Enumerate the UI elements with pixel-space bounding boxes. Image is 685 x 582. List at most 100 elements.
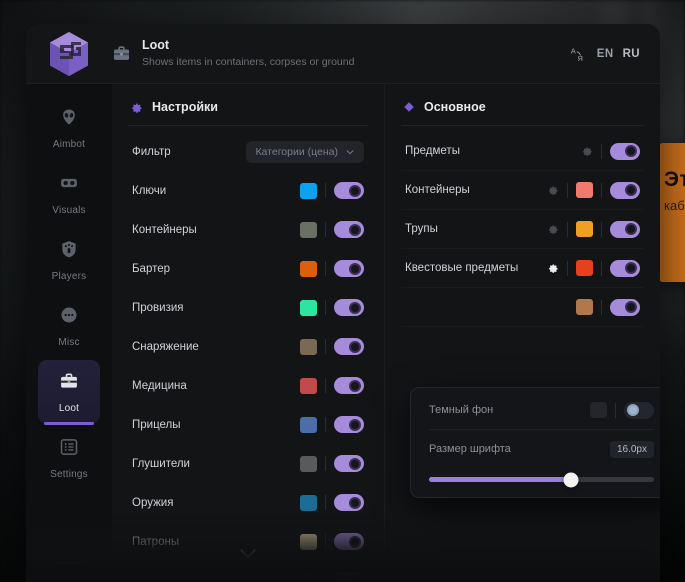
- category-label: Бартер: [132, 262, 171, 275]
- font-size-value[interactable]: 16.0px: [609, 440, 654, 458]
- category-color-swatch[interactable]: [300, 416, 317, 433]
- toggle-knob: [625, 223, 637, 235]
- row-separator: [325, 261, 326, 276]
- sidebar-item-label: Aimbot: [52, 138, 86, 150]
- main-option-color-swatch[interactable]: [576, 182, 593, 198]
- filter-dropdown[interactable]: Категории (цена): [246, 140, 364, 163]
- gear-icon[interactable]: [547, 223, 559, 235]
- sidebar-item-settings[interactable]: Settings: [38, 426, 100, 490]
- row-toggle[interactable]: [334, 455, 364, 472]
- sidebar-item-label: Loot: [58, 402, 80, 414]
- diamond-icon: [404, 102, 414, 112]
- appearance-popup: Темный фон Размер шрифта 16.0px: [410, 387, 660, 498]
- row-toggle[interactable]: [334, 572, 364, 582]
- lang-ru-button[interactable]: RU: [622, 47, 640, 60]
- promo-subtitle: каб: [664, 198, 685, 214]
- app-window: Loot Shows items in containers, corpses …: [26, 24, 660, 582]
- row-toggle[interactable]: [334, 338, 364, 355]
- sidebar-item-loot[interactable]: Loot: [38, 360, 100, 425]
- main-option-color-swatch[interactable]: [576, 221, 593, 237]
- category-row: Провизия: [128, 288, 368, 327]
- toggle-knob: [349, 379, 361, 392]
- row-toggle[interactable]: [610, 181, 640, 199]
- row-separator: [325, 378, 326, 393]
- row-toggle[interactable]: [334, 377, 364, 394]
- sidebar-item-aimbot[interactable]: Aimbot: [38, 96, 100, 160]
- main-option-color-swatch[interactable]: [576, 260, 593, 276]
- row-separator: [601, 182, 602, 198]
- row-toggle[interactable]: [610, 142, 640, 160]
- dark-background-color-swatch[interactable]: [590, 402, 607, 418]
- category-color-swatch[interactable]: [300, 221, 317, 238]
- category-label: Магазины: [132, 574, 185, 582]
- sidebar-item-label: Visuals: [52, 204, 86, 216]
- category-label: Медицина: [132, 379, 187, 392]
- row-toggle[interactable]: [334, 299, 364, 316]
- main-option-color-swatch[interactable]: [576, 299, 593, 315]
- row-toggle[interactable]: [334, 416, 364, 433]
- row-toggle[interactable]: [334, 260, 364, 277]
- sidebar-item-misc[interactable]: Misc: [38, 294, 100, 358]
- row-separator: [567, 260, 568, 276]
- page-title-block: Loot Shows items in containers, corpses …: [112, 38, 354, 69]
- category-list: Ключи Контейнеры Бартер Провизия Снаряжение М…: [128, 171, 368, 582]
- app-header: Loot Shows items in containers, corpses …: [26, 24, 660, 84]
- toggle-knob: [627, 404, 639, 416]
- row-toggle[interactable]: [610, 298, 640, 316]
- category-color-swatch[interactable]: [300, 299, 317, 316]
- settings-pane-header: Настройки: [128, 100, 368, 126]
- category-color-swatch[interactable]: [300, 572, 317, 582]
- toggle-knob: [349, 496, 361, 509]
- font-size-slider[interactable]: [429, 472, 654, 487]
- briefcase-icon: [59, 371, 79, 396]
- lang-en-button[interactable]: EN: [596, 47, 614, 60]
- main-option-row: Предметы: [401, 132, 644, 171]
- gear-icon[interactable]: [547, 262, 559, 274]
- gear-icon[interactable]: [547, 184, 559, 196]
- toggle-knob: [625, 184, 637, 196]
- main-pane-header: Основное: [401, 100, 644, 126]
- row-separator: [325, 222, 326, 237]
- sidebar-item-label: Misc: [58, 336, 80, 348]
- category-row: Глушители: [128, 444, 368, 483]
- row-toggle[interactable]: [610, 220, 640, 238]
- row-toggle[interactable]: [334, 221, 364, 238]
- category-row: Бартер: [128, 249, 368, 288]
- font-size-label: Размер шрифта: [429, 443, 511, 455]
- category-color-swatch[interactable]: [300, 338, 317, 355]
- briefcase-icon: [113, 46, 130, 60]
- category-color-swatch[interactable]: [300, 182, 317, 199]
- sidebar-item-visuals[interactable]: Visuals: [38, 162, 100, 226]
- promo-panel[interactable]: Эт каб: [658, 143, 685, 282]
- toggle-knob: [349, 340, 361, 353]
- row-toggle[interactable]: [334, 182, 364, 199]
- category-color-swatch[interactable]: [300, 533, 317, 550]
- scroll-down-chevron-icon[interactable]: [239, 548, 257, 560]
- gear-icon: [132, 103, 142, 113]
- dark-background-row: Темный фон: [427, 391, 656, 429]
- toggle-knob: [349, 418, 361, 431]
- category-color-swatch[interactable]: [300, 494, 317, 511]
- sidebar: Aimbot Visuals: [26, 84, 112, 582]
- font-size-slider-knob[interactable]: [563, 472, 579, 487]
- row-toggle[interactable]: [334, 533, 364, 550]
- row-separator: [325, 339, 326, 354]
- category-color-swatch[interactable]: [300, 455, 317, 472]
- sidebar-item-players[interactable]: Players: [38, 228, 100, 292]
- category-color-swatch[interactable]: [300, 377, 317, 394]
- shield-dots-icon: [59, 239, 79, 264]
- row-toggle[interactable]: [334, 494, 364, 511]
- sidebar-divider: [56, 562, 82, 564]
- language-switcher: A Я EN RU: [570, 45, 640, 63]
- alien-head-icon: [59, 107, 79, 132]
- row-toggle[interactable]: [610, 259, 640, 277]
- promo-title: Эт: [664, 168, 685, 191]
- row-separator: [601, 143, 602, 159]
- category-row: Магазины: [128, 561, 368, 582]
- gear-icon[interactable]: [581, 145, 593, 157]
- category-color-swatch[interactable]: [300, 260, 317, 277]
- dark-background-toggle[interactable]: [624, 401, 654, 419]
- translate-icon[interactable]: A Я: [570, 45, 588, 63]
- logo: [26, 30, 112, 78]
- toggle-knob: [349, 301, 361, 314]
